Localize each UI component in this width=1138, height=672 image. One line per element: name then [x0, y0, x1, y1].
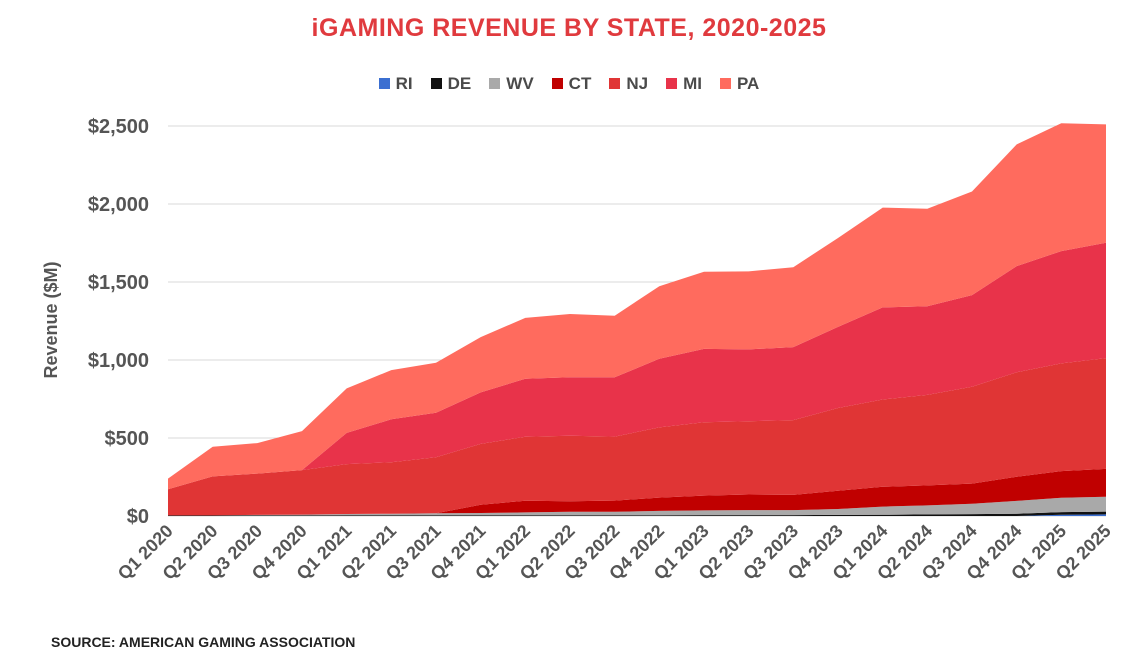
- area-series-mi: [168, 242, 1106, 490]
- area-series-wv: [168, 496, 1106, 516]
- legend-label: CT: [568, 74, 592, 93]
- legend-label: NJ: [626, 74, 649, 93]
- legend-item-mi: MI: [666, 74, 702, 94]
- chart-plot: $0 $500 $1,000 $1,500 $2,000 $2,500 Q1 2020Q2…: [41, 116, 1115, 584]
- y-tick-label: $2,000: [88, 194, 149, 216]
- y-axis-label: Revenue ($M): [41, 261, 61, 378]
- area-series-nj: [168, 358, 1106, 516]
- legend-item-pa: PA: [719, 74, 760, 94]
- legend-label: PA: [736, 74, 760, 93]
- legend-item-de: DE: [430, 74, 472, 94]
- legend-swatch-de: [430, 78, 442, 89]
- y-tick-label: $500: [105, 428, 150, 450]
- chart-title: iGAMING REVENUE BY STATE, 2020-2025: [311, 14, 827, 42]
- legend-swatch-nj: [609, 78, 621, 89]
- area-series-de: [168, 511, 1106, 516]
- legend-label: WV: [506, 74, 534, 93]
- legend-swatch-ri: [378, 78, 390, 89]
- legend-swatch-pa: [719, 78, 731, 89]
- y-tick-label: $1,000: [88, 350, 149, 372]
- y-tick-label: $2,500: [88, 116, 149, 138]
- legend-label: MI: [683, 74, 702, 93]
- legend-item-ri: RI: [378, 74, 413, 94]
- y-axis: $0 $500 $1,000 $1,500 $2,000 $2,500: [88, 116, 149, 528]
- legend-label: DE: [447, 74, 472, 93]
- source-note: SOURCE: AMERICAN GAMING ASSOCIATION: [51, 634, 356, 650]
- legend-swatch-mi: [666, 78, 678, 89]
- area-series-ct: [168, 468, 1106, 516]
- legend-item-nj: NJ: [609, 74, 648, 94]
- area-series: [168, 123, 1106, 516]
- area-series-pa: [168, 123, 1106, 490]
- legend-item-ct: CT: [551, 74, 592, 94]
- legend-swatch-wv: [489, 78, 501, 89]
- legend-item-wv: WV: [489, 74, 534, 94]
- legend-swatch-ct: [551, 78, 563, 89]
- legend-label: RI: [395, 74, 413, 93]
- y-tick-label: $1,500: [88, 272, 149, 294]
- y-tick-label: $0: [127, 506, 149, 528]
- legend: RI DE WV CT NJ MI PA: [0, 74, 1138, 94]
